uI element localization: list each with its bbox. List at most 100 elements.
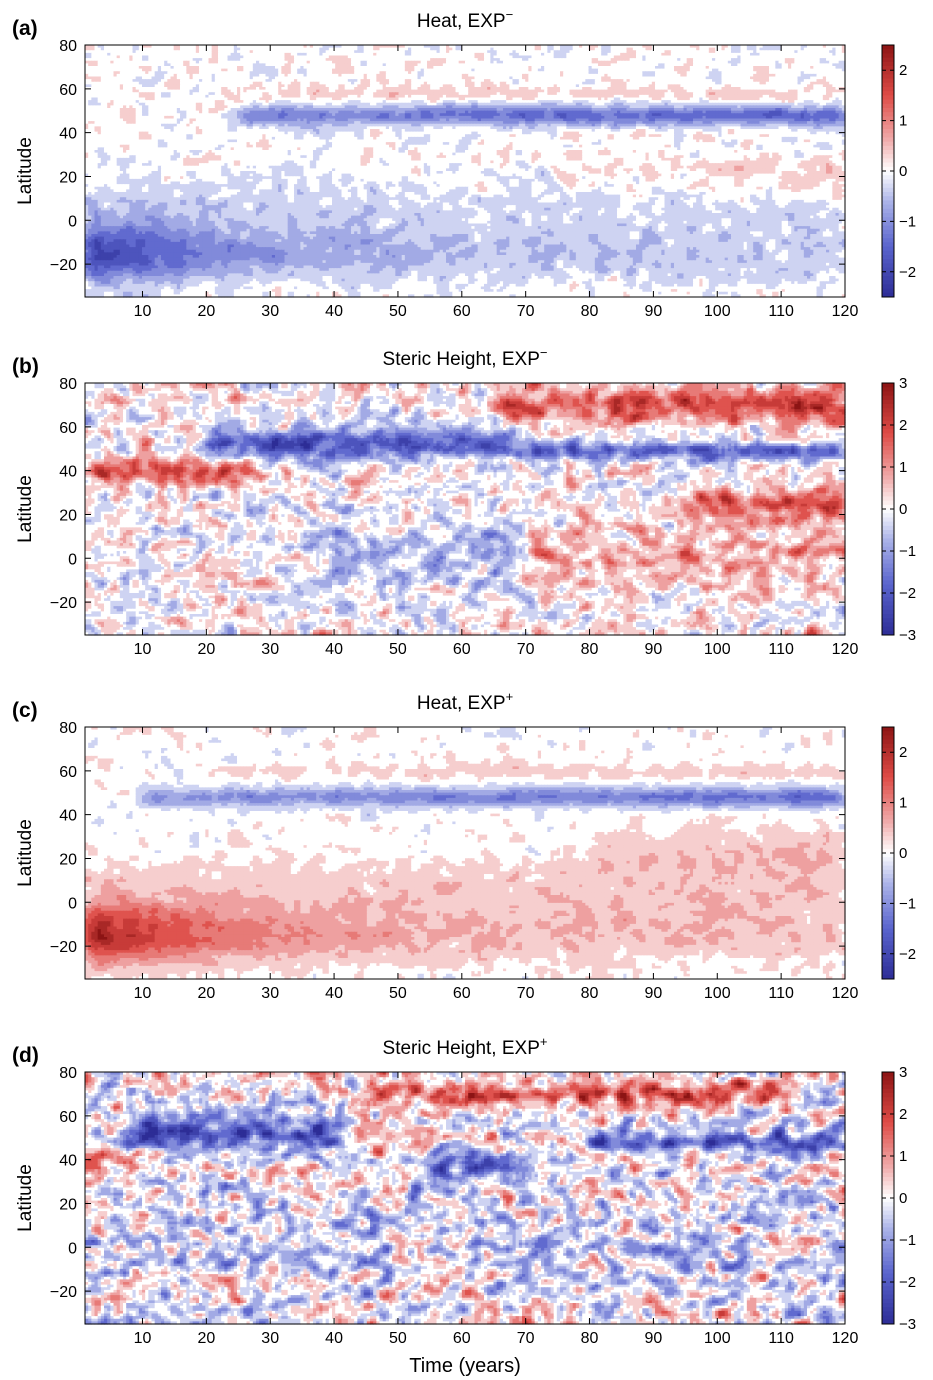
y-tick-label: −20 xyxy=(50,257,77,274)
heatmap-cells xyxy=(85,1072,846,1325)
y-tick-label: 80 xyxy=(59,1065,77,1082)
x-tick-label: 60 xyxy=(453,303,471,320)
x-tick-label: 50 xyxy=(389,303,407,320)
y-tick-label: 0 xyxy=(68,895,77,912)
x-tick-label: 110 xyxy=(768,641,794,658)
x-tick-label: 100 xyxy=(704,985,731,1002)
x-tick-label: 80 xyxy=(581,303,599,320)
y-tick-label: 60 xyxy=(59,82,77,99)
colorbar-tick-label: −2 xyxy=(899,264,916,281)
colorbar: 210−1−2 xyxy=(882,45,916,298)
x-tick-label: 50 xyxy=(389,641,407,658)
x-tick-label: 120 xyxy=(832,1330,859,1347)
x-tick-label: 80 xyxy=(581,1330,599,1347)
x-tick-label: 100 xyxy=(704,303,731,320)
colorbar-tick-label: −2 xyxy=(899,585,916,602)
x-tick-label: 70 xyxy=(517,1330,535,1347)
x-tick-label: 120 xyxy=(832,303,859,320)
x-tick-label: 80 xyxy=(581,641,599,658)
y-tick-label: −20 xyxy=(50,595,77,612)
y-axis-label: Latitude xyxy=(15,137,36,205)
y-tick-label: 40 xyxy=(59,126,77,143)
x-tick-label: 40 xyxy=(325,1330,343,1347)
x-tick-label: 40 xyxy=(325,303,343,320)
x-tick-label: 70 xyxy=(517,303,535,320)
colorbar-tick-label: −2 xyxy=(899,946,916,963)
y-tick-label: 80 xyxy=(59,38,77,55)
y-tick-label: −20 xyxy=(50,1284,77,1301)
x-tick-label: 110 xyxy=(768,985,794,1002)
x-tick-label: 90 xyxy=(645,985,663,1002)
panel-title: Steric Height, EXP+ xyxy=(383,1034,548,1059)
y-tick-label: −20 xyxy=(50,939,77,956)
panel-label: (c) xyxy=(12,699,38,722)
colorbar-tick-label: 1 xyxy=(899,795,907,812)
panel-b: 10 20 30 40 50 60 70 80 90 100 110 120−20020406080S… xyxy=(12,345,916,658)
panel-label: (d) xyxy=(12,1044,39,1067)
colorbar-tick-label: 2 xyxy=(899,744,907,761)
x-tick-label: 110 xyxy=(768,303,794,320)
y-tick-label: 0 xyxy=(68,551,77,568)
colorbar-tick-label: −3 xyxy=(899,627,916,644)
colorbar-tick-label: −3 xyxy=(899,1316,916,1333)
panel-c: 10 20 30 40 50 60 70 80 90 100 110 120−20020406080H… xyxy=(12,689,916,1002)
x-tick-label: 100 xyxy=(704,1330,731,1347)
x-tick-label: 90 xyxy=(645,1330,663,1347)
x-tick-label: 70 xyxy=(517,641,535,658)
colorbar-tick-label: 0 xyxy=(899,501,907,518)
y-tick-label: 0 xyxy=(68,1240,77,1257)
x-tick-label: 20 xyxy=(197,303,215,320)
x-tick-label: 70 xyxy=(517,985,535,1002)
y-tick-label: 60 xyxy=(59,420,77,437)
colorbar-tick-label: 0 xyxy=(899,1190,907,1207)
panel-label: (b) xyxy=(12,355,39,378)
x-tick-label: 60 xyxy=(453,641,471,658)
colorbar-tick-label: −1 xyxy=(899,213,916,230)
panel-title: Heat, EXP− xyxy=(417,7,513,32)
y-tick-label: 40 xyxy=(59,808,77,825)
x-tick-label: 30 xyxy=(261,641,279,658)
y-tick-label: 20 xyxy=(59,169,77,186)
panel-a: 10 20 30 40 50 60 70 80 90 100 110 120−20020406080H… xyxy=(12,7,916,320)
heatmap-cells xyxy=(85,727,846,980)
colorbar-tick-label: 1 xyxy=(899,459,907,476)
y-tick-label: 20 xyxy=(59,1196,77,1213)
y-tick-label: 20 xyxy=(59,851,77,868)
colorbar-tick-label: −1 xyxy=(899,1232,916,1249)
panel-label: (a) xyxy=(12,17,38,40)
panel-title: Heat, EXP+ xyxy=(417,689,513,714)
x-tick-label: 120 xyxy=(832,641,859,658)
colorbar-tick-label: 0 xyxy=(899,845,907,862)
y-tick-label: 60 xyxy=(59,1109,77,1126)
x-tick-label: 30 xyxy=(261,303,279,320)
colorbar-tick-label: 2 xyxy=(899,62,907,79)
x-tick-label: 20 xyxy=(197,641,215,658)
x-tick-label: 30 xyxy=(261,985,279,1002)
colorbar-tick-label: −1 xyxy=(899,895,916,912)
x-tick-label: 20 xyxy=(197,985,215,1002)
y-axis-label: Latitude xyxy=(15,1164,36,1232)
y-tick-label: 20 xyxy=(59,507,77,524)
colorbar-tick-label: 2 xyxy=(899,1106,907,1123)
x-tick-label: 50 xyxy=(389,985,407,1002)
x-tick-label: 50 xyxy=(389,1330,407,1347)
y-tick-label: 0 xyxy=(68,213,77,230)
x-tick-label: 90 xyxy=(645,303,663,320)
x-tick-label: 60 xyxy=(453,1330,471,1347)
y-axis-label: Latitude xyxy=(15,475,36,543)
x-tick-label: 10 xyxy=(134,1330,152,1347)
x-tick-label: 80 xyxy=(581,985,599,1002)
panel-d: 10 20 30 40 50 60 70 80 90 100 110 120−20020406080S… xyxy=(12,1034,916,1377)
y-tick-label: 80 xyxy=(59,376,77,393)
y-tick-label: 80 xyxy=(59,720,77,737)
x-tick-label: 20 xyxy=(197,1330,215,1347)
y-tick-label: 40 xyxy=(59,1153,77,1170)
x-tick-label: 10 xyxy=(134,985,152,1002)
panel-title: Steric Height, EXP− xyxy=(383,345,548,370)
x-tick-label: 60 xyxy=(453,985,471,1002)
colorbar-tick-label: 1 xyxy=(899,113,907,130)
colorbar-tick-label: 3 xyxy=(899,1064,907,1081)
